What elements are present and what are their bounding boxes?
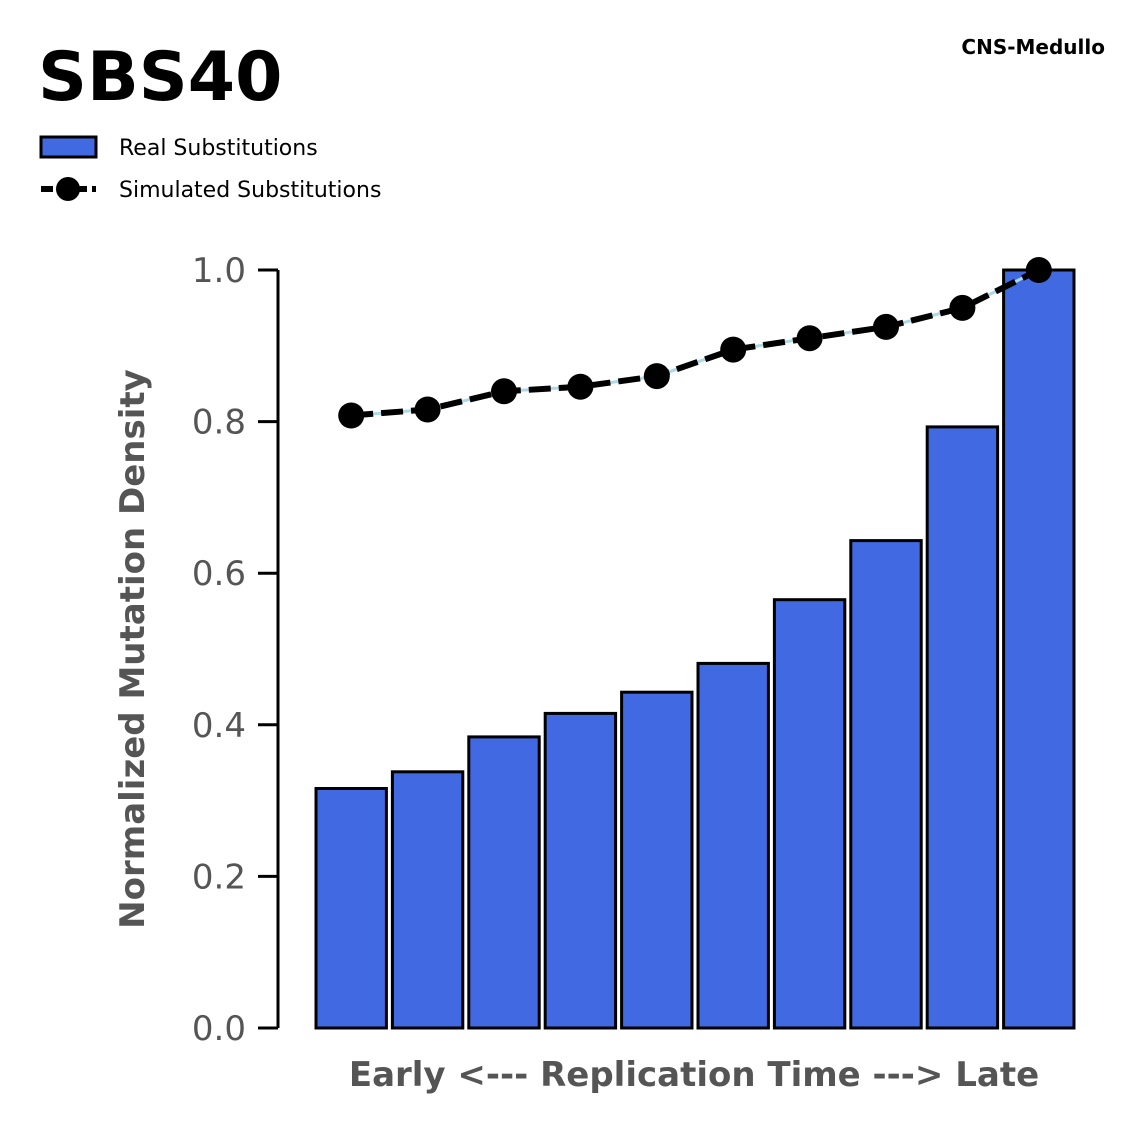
legend-swatch-real — [39, 135, 98, 159]
point-simulated-substitutions-4 — [567, 373, 594, 400]
cancer-type-tag: CNS-Medullo — [961, 35, 1105, 59]
legend-label-simulated: Simulated Substitutions — [119, 178, 381, 203]
y-tick-label-5: 0.8 — [192, 403, 246, 443]
y-tick-label-4: 0.6 — [192, 554, 246, 594]
y-axis-label: Normalized Mutation Density — [113, 369, 153, 929]
point-simulated-substitutions-1 — [338, 402, 365, 429]
bar-real-substitutions-2 — [390, 770, 465, 1030]
y-tick-label-1: 0.0 — [192, 1009, 246, 1049]
bar-real-substitutions-8 — [849, 539, 923, 1030]
bar-real-substitutions-5 — [620, 690, 694, 1030]
y-tick-label-3: 0.4 — [192, 706, 246, 746]
point-simulated-substitutions-3 — [491, 378, 517, 405]
bar-real-substitutions-9 — [925, 425, 1000, 1030]
bar-real-substitutions-6 — [696, 661, 770, 1030]
point-simulated-substitutions-6 — [720, 336, 747, 363]
point-simulated-substitutions-10 — [1025, 257, 1052, 283]
bar-real-substitutions-1 — [314, 787, 388, 1030]
y-axis: 0.0 0.2 0.4 0.6 0.8 1.0 — [192, 251, 280, 1049]
legend-label-real: Real Substitutions — [119, 136, 318, 161]
point-simulated-substitutions-9 — [949, 294, 976, 321]
point-simulated-substitutions-5 — [643, 363, 670, 390]
bar-real-substitutions-10 — [1002, 268, 1076, 1030]
chart-title: SBS40 — [38, 38, 282, 117]
x-axis-label: Early <--- Replication Time ---> Late — [349, 1055, 1039, 1095]
simulated-connector-line — [351, 268, 1040, 417]
legend: Real Substitutions Simulated Substitutio… — [39, 135, 381, 203]
point-simulated-substitutions-2 — [414, 396, 441, 423]
bar-real-substitutions-3 — [467, 735, 541, 1030]
point-simulated-substitutions-7 — [796, 325, 823, 352]
y-tick-label-2: 0.2 — [192, 857, 246, 897]
simulated-series-line — [350, 267, 1041, 419]
legend-swatch-simulated-marker — [56, 177, 80, 201]
simulated-line — [338, 257, 1052, 429]
y-tick-label-6: 1.0 — [192, 251, 246, 291]
bar-real-substitutions-4 — [543, 711, 618, 1030]
bars — [314, 268, 1076, 1030]
point-simulated-substitutions-8 — [873, 313, 899, 340]
bar-real-substitutions-7 — [772, 598, 847, 1030]
